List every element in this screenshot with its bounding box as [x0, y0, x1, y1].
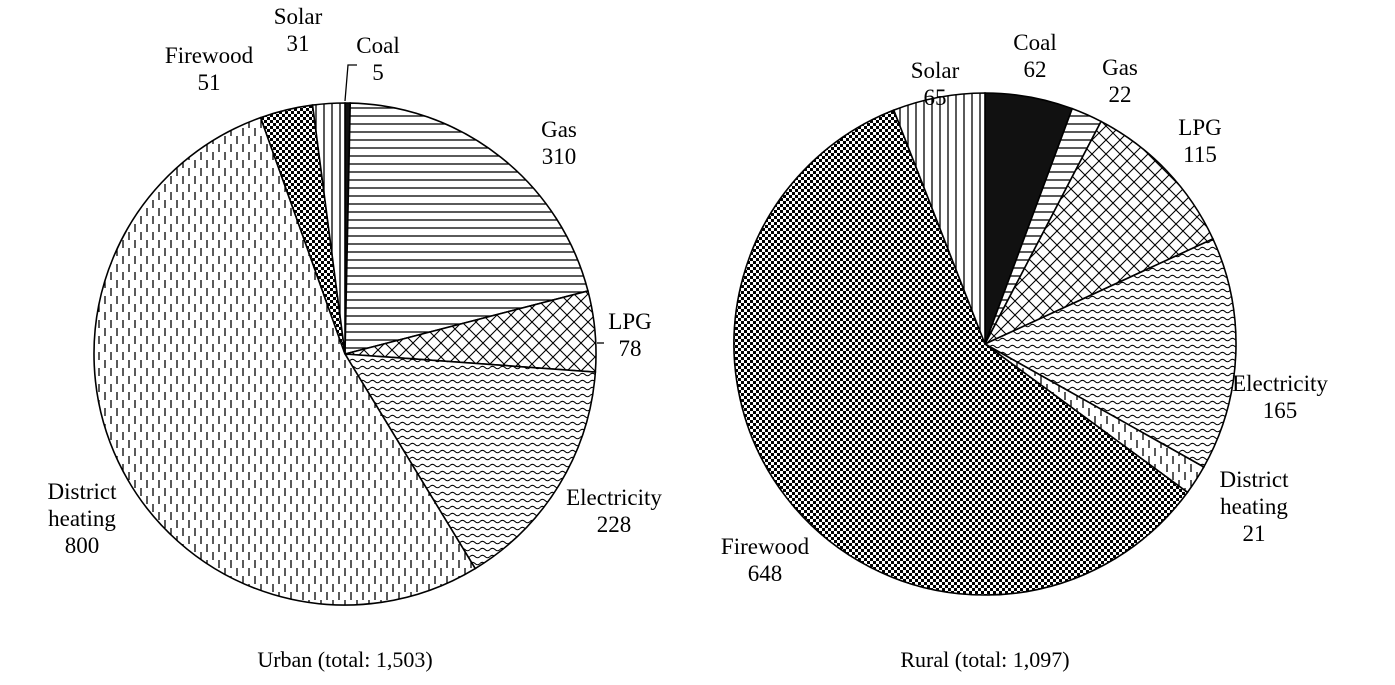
urban-slice-gas [344, 102, 589, 356]
rural-slice-lpg [983, 120, 1215, 346]
urban-label-gas: Gas 310 [541, 117, 577, 169]
rural-caption: Rural (total: 1,097) [900, 647, 1069, 672]
rural-slice-electricity [983, 237, 1237, 469]
urban-label-coal: Coal 5 [356, 33, 399, 85]
urban-slice-district-heating [93, 116, 477, 606]
urban-label-lpg: LPG 78 [608, 309, 651, 361]
rural-label-lpg: LPG 115 [1178, 115, 1221, 167]
rural-slice-firewood [733, 109, 1189, 596]
urban-label-solar: Solar 31 [274, 4, 323, 56]
urban-label-electricity: Electricity 228 [566, 485, 662, 537]
rural-label-gas: Gas 22 [1102, 55, 1138, 107]
rural-label-coal: Coal 62 [1013, 30, 1056, 82]
rural-pie: Coal 62 Gas 22 LPG 115 Electricity 165 District h… [721, 30, 1328, 596]
urban-slice-solar [311, 102, 346, 355]
rural-label-firewood: Firewood 648 [721, 534, 810, 586]
urban-label-firewood: Firewood 51 [165, 43, 254, 95]
rural-label-solar: Solar 65 [911, 58, 960, 110]
rural-slice-solar [892, 92, 986, 345]
rural-label-electricity: Electricity 165 [1232, 371, 1328, 423]
urban-leader-coal [344, 64, 357, 102]
urban-slice-electricity [343, 353, 597, 570]
urban-caption: Urban (total: 1,503) [257, 647, 432, 672]
urban-label-district-heating: District heating 800 [48, 479, 118, 558]
urban-pie: Coal 5 Gas 310 LPG 78 Electricity 228 District he… [48, 4, 662, 606]
rural-label-district-heating: District heating 21 [1220, 467, 1290, 546]
